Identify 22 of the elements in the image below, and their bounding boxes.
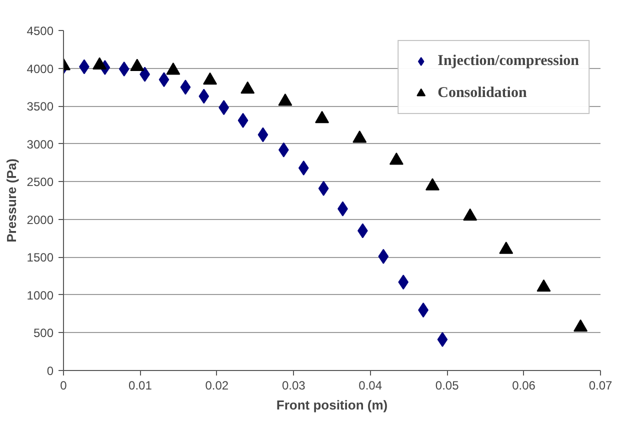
y-tick-label: 500: [33, 326, 54, 340]
y-tick-label: 1500: [26, 250, 54, 265]
x-tick-label: 0.04: [358, 378, 382, 392]
y-tick-label: 2500: [26, 175, 54, 190]
y-tick-label: 3500: [26, 100, 54, 114]
y-tick-label: 4500: [26, 24, 54, 38]
x-tick-label: 0.07: [588, 378, 613, 392]
x-tick-label: 0: [60, 378, 68, 392]
x-tick-label: 0.01: [128, 378, 152, 392]
x-tick-label: 0.05: [435, 378, 460, 392]
x-tick-label: 0.02: [205, 378, 229, 392]
y-axis-title: Pressure (Pa): [4, 158, 19, 242]
y-tick-label: 3000: [26, 137, 54, 152]
x-tick-label: 0.06: [512, 378, 536, 392]
legend-label: Consolidation: [438, 84, 527, 102]
x-axis-title: Front position (m): [276, 398, 388, 412]
legend-label: Injection/compression: [438, 52, 579, 70]
y-tick-label: 2000: [26, 212, 54, 227]
x-tick-label: 0.03: [282, 378, 306, 392]
y-tick-label: 0: [46, 364, 54, 378]
y-tick-label: 4000: [26, 62, 54, 76]
y-tick-label: 1000: [26, 288, 54, 302]
